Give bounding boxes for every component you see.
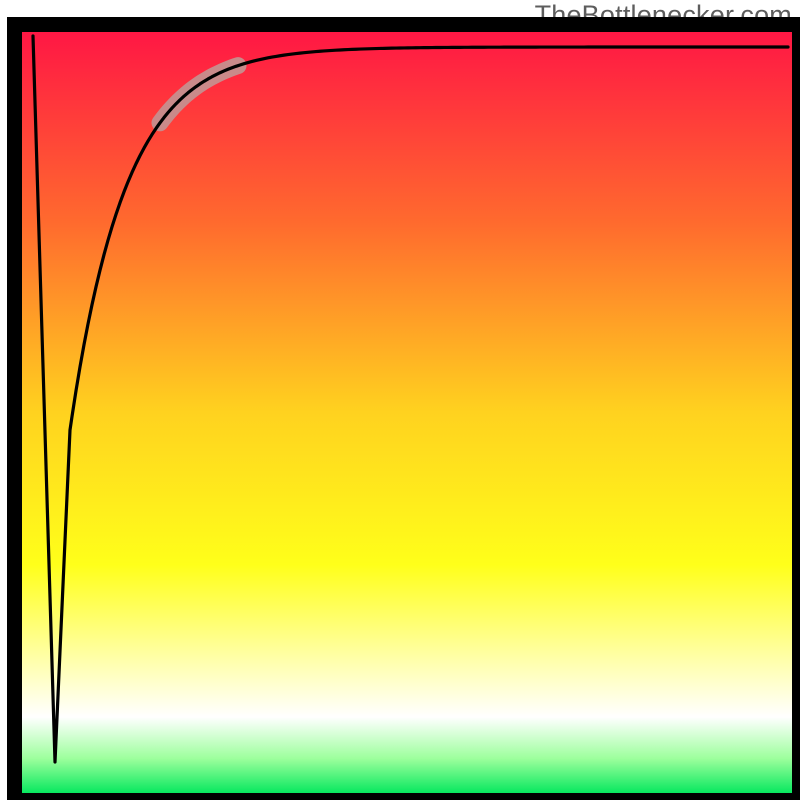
gradient-plot xyxy=(0,0,800,800)
chart-canvas: TheBottlenecker.com xyxy=(0,0,800,800)
gradient-background xyxy=(22,32,792,793)
